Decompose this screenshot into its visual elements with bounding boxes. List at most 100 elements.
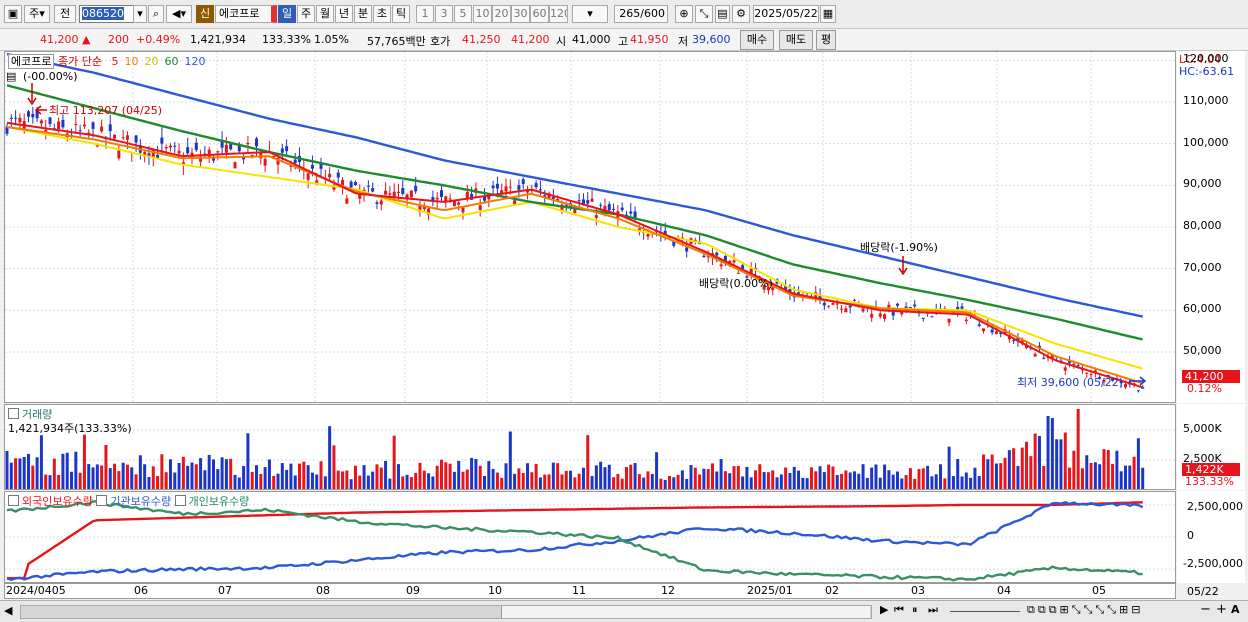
pause-icon[interactable]: ⏸ <box>912 603 918 616</box>
candle-body <box>607 204 611 211</box>
candle-body <box>444 196 448 202</box>
volume-bar <box>52 458 56 489</box>
stock-code-input[interactable]: 086520 <box>79 5 134 23</box>
scroll-last-icon[interactable]: ⏭ <box>928 603 938 616</box>
candle-body <box>392 191 396 198</box>
volume-bar <box>461 471 465 489</box>
volume-bar <box>762 472 766 489</box>
holding-chart[interactable] <box>5 492 1175 582</box>
period-tab-1[interactable]: 주 <box>297 5 315 23</box>
volume-bar <box>883 464 887 489</box>
volume-bar <box>706 468 710 489</box>
volume-bar <box>108 468 112 489</box>
volume-bar <box>147 477 151 489</box>
scroll-left-icon[interactable]: ◀ <box>4 604 13 617</box>
volume-bar <box>310 472 314 489</box>
candle-body <box>797 292 801 294</box>
period-tab-2[interactable]: 월 <box>316 5 334 23</box>
volume-bar <box>809 467 813 489</box>
period-tab-4[interactable]: 분 <box>354 5 372 23</box>
period-tab-5[interactable]: 초 <box>373 5 391 23</box>
interval-tab-1[interactable]: 1 <box>416 5 434 23</box>
volume-check[interactable] <box>8 408 19 419</box>
legend-toggle-icon[interactable]: ▤ <box>6 70 17 83</box>
window-icon[interactable]: ▣ <box>4 5 22 23</box>
volume-bar <box>405 474 409 489</box>
period-tab-3[interactable]: 년 <box>335 5 353 23</box>
candle-body <box>470 193 474 200</box>
zoom-in-icon[interactable]: + <box>1216 602 1227 617</box>
trade-amount: 57,765백만 <box>367 35 426 48</box>
candle-body <box>1123 384 1127 388</box>
candle-body <box>5 126 9 134</box>
volume-bar <box>900 478 904 489</box>
candle-body <box>706 256 710 258</box>
volume-bar <box>392 435 396 489</box>
speaker-icon[interactable]: ◀▾ <box>166 5 192 23</box>
price-change: 200 <box>108 33 129 46</box>
interval-tab-3[interactable]: 3 <box>435 5 453 23</box>
zoom-out-icon[interactable]: − <box>1200 602 1211 617</box>
scroll-right-icon[interactable]: ▶ <box>880 603 889 616</box>
view-tools-icon[interactable]: ⧉⧉⧉⊞⤡⤡⤡⤡⊞⊟ <box>1027 603 1144 616</box>
search-icon[interactable]: ⌕ <box>148 5 164 23</box>
period-tab-6[interactable]: 틱 <box>392 5 410 23</box>
prev-button[interactable]: 전 <box>54 5 76 23</box>
volume-bar <box>160 454 164 489</box>
volume-bar <box>659 478 663 489</box>
volume-bar <box>138 455 142 489</box>
zoom-icon[interactable]: ⊕ <box>675 5 693 23</box>
chart-tool-icon[interactable]: ⤡ <box>695 5 713 23</box>
candle-body <box>1037 345 1041 348</box>
price-pane: 최고 113,207 (04/25) 배당락(-1.90%) 배당락(0.00%) 최… <box>4 51 1176 403</box>
volume-bar <box>1016 466 1020 489</box>
interval-tab-10[interactable]: 10 <box>473 5 492 23</box>
calendar-icon[interactable]: ▦ <box>820 5 836 23</box>
code-dropdown-icon[interactable]: ▾ <box>133 5 147 23</box>
avg-button[interactable]: 평 <box>816 30 836 50</box>
candle-body <box>27 111 31 117</box>
candle-body <box>891 311 895 316</box>
price-chart[interactable]: 최고 113,207 (04/25) 배당락(-1.90%) 배당락(0.00%) 최… <box>5 52 1175 402</box>
volume-bar <box>801 477 805 489</box>
gear-icon[interactable]: ⚙ <box>732 5 750 23</box>
holding-legend: 외국인보유수량 기관보유수량 개인보유수량 <box>8 493 249 509</box>
interval-tab-30[interactable]: 30 <box>511 5 530 23</box>
market-select[interactable]: 주▾ <box>24 5 50 23</box>
inst-check[interactable] <box>96 495 108 506</box>
holding-axis: 2,500,000 0 -2,500,000 <box>1177 491 1245 583</box>
zoom-slider[interactable] <box>950 611 1020 612</box>
volume-bar <box>1136 438 1140 489</box>
candle-body <box>242 156 246 160</box>
candle-body <box>930 316 934 318</box>
scroll-first-icon[interactable]: ⏮ <box>894 603 904 616</box>
buy-button[interactable]: 매수 <box>740 30 774 50</box>
period-tab-0[interactable]: 일 <box>278 5 296 23</box>
volume-chart[interactable] <box>5 405 1175 489</box>
foreign-check[interactable] <box>8 495 19 506</box>
candle-body <box>831 302 835 305</box>
open-label: 시 <box>556 35 567 48</box>
candle-body <box>908 306 912 308</box>
save-icon[interactable]: ▤ <box>715 5 730 23</box>
interval-tab-20[interactable]: 20 <box>492 5 511 23</box>
volume-bar <box>1132 456 1136 489</box>
price-tick: 110,000 <box>1183 94 1229 107</box>
candle-body <box>341 179 345 186</box>
candle-body <box>237 143 241 152</box>
volume-bar <box>371 471 375 489</box>
count-input[interactable]: 265/600 <box>614 5 668 23</box>
interval-tab-60[interactable]: 60 <box>530 5 549 23</box>
interval-tab-5[interactable]: 5 <box>454 5 472 23</box>
volume-bar <box>736 466 740 489</box>
candle-body <box>289 165 293 167</box>
date-input[interactable]: 2025/05/22 <box>753 5 819 23</box>
font-size-icon[interactable]: A <box>1231 603 1240 616</box>
interval-dropdown[interactable]: ▾ <box>572 5 608 23</box>
sell-button[interactable]: 매도 <box>779 30 813 50</box>
volume-bar <box>526 463 530 489</box>
retail-check[interactable] <box>174 495 186 506</box>
interval-tab-120[interactable]: 120 <box>549 5 568 23</box>
scroll-track[interactable] <box>20 605 872 619</box>
scroll-thumb[interactable] <box>501 606 870 618</box>
